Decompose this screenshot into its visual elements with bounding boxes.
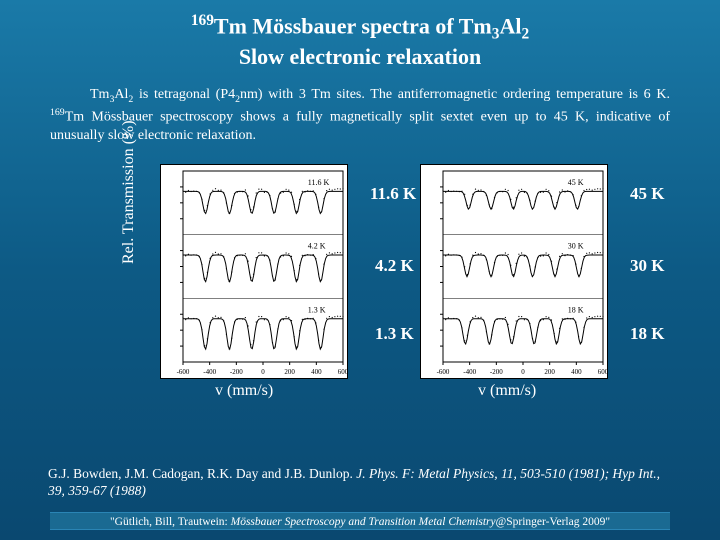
temperature-label: 4.2 K [375,256,414,276]
temperature-label: 30 K [630,256,664,276]
svg-text:4.2 K: 4.2 K [308,242,326,251]
charts-area: Rel. Transmission (%) -600-400-200020040… [0,164,720,424]
citation-authors: G.J. Bowden, J.M. Cadogan, R.K. Day and … [48,466,356,481]
svg-text:30 K: 30 K [568,242,584,251]
footer-bar: "Gütlich, Bill, Trautwein: Mössbauer Spe… [50,512,670,530]
svg-text:18 K: 18 K [568,306,584,315]
svg-text:1.3 K: 1.3 K [308,306,326,315]
temperature-label: 11.6 K [370,184,416,204]
svg-text:11.6 K: 11.6 K [308,178,330,187]
y-axis-label: Rel. Transmission (%) [120,121,138,265]
svg-text:600: 600 [598,368,609,376]
x-axis-label: v (mm/s) [478,382,536,400]
spectrum-panel: -600 -400 -200 0 200 400 600 11.6 K 4.2 K 1.3 K [160,164,348,379]
body-paragraph: Tm3Al2 is tetragonal (P42nm) with 3 Tm s… [50,86,670,146]
footer-suffix: @Springer-Verlag 2009" [496,516,610,528]
footer-prefix: "Gütlich, Bill, Trautwein: [110,516,231,528]
svg-text:0: 0 [261,368,265,376]
footer-title: Mössbauer Spectroscopy and Transition Me… [231,516,496,528]
spectrum-panel: -600 -400 -200 0 200 400 600 45 K 30 K 18 K [420,164,608,379]
svg-text:-200: -200 [490,368,503,376]
temperature-label: 45 K [630,184,664,204]
svg-text:-200: -200 [230,368,243,376]
x-axis-label: v (mm/s) [215,382,273,400]
svg-text:200: 200 [544,368,555,376]
svg-text:400: 400 [311,368,322,376]
svg-text:-600: -600 [177,368,190,376]
svg-text:200: 200 [284,368,295,376]
svg-text:400: 400 [571,368,582,376]
svg-text:-600: -600 [437,368,450,376]
citation: G.J. Bowden, J.M. Cadogan, R.K. Day and … [48,465,672,500]
temperature-label: 1.3 K [375,324,414,344]
svg-text:600: 600 [338,368,349,376]
svg-text:-400: -400 [463,368,476,376]
svg-text:0: 0 [521,368,525,376]
temperature-label: 18 K [630,324,664,344]
title-block: 169Tm Mössbauer spectra of Tm3Al2 Slow e… [0,0,720,70]
title-line1: 169Tm Mössbauer spectra of Tm3Al2 [0,12,720,44]
title-line2: Slow electronic relaxation [0,44,720,70]
svg-text:-400: -400 [203,368,216,376]
svg-text:45 K: 45 K [568,178,584,187]
